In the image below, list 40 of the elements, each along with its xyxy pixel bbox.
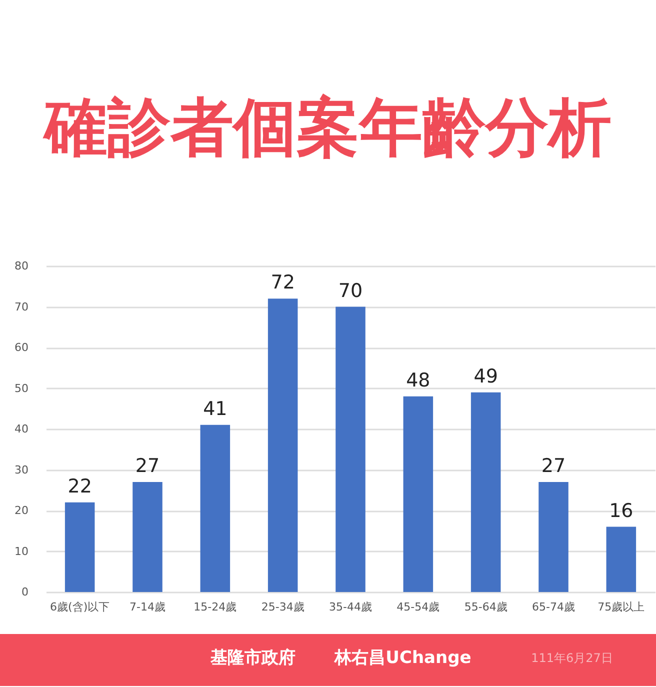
- bar: [336, 306, 366, 592]
- data-label: 72: [270, 272, 295, 294]
- data-label: 41: [203, 398, 228, 420]
- data-label: 27: [135, 454, 160, 477]
- text: 林右昌UChange: [334, 648, 472, 668]
- y-tick-label: 0: [22, 586, 28, 598]
- bar: [538, 482, 568, 592]
- bar: [200, 424, 230, 592]
- text: 基隆市政府: [210, 648, 296, 668]
- text: 111年6月27日: [531, 651, 613, 665]
- y-tick-label: 70: [14, 300, 28, 314]
- y-tick-label: 30: [14, 463, 28, 476]
- y-tick-label: 80: [14, 260, 28, 272]
- data-label: 70: [338, 280, 363, 302]
- data-label: 22: [68, 475, 92, 498]
- x-tick-label: 45-54歲: [396, 600, 440, 614]
- bar: [64, 502, 95, 592]
- y-tick-label: 60: [14, 341, 28, 354]
- chart-title: 確診者個案年齡分析: [42, 91, 612, 164]
- x-tick-label: 6歲(含)以下: [50, 600, 110, 614]
- x-tick-label: 55-64歲: [464, 600, 508, 614]
- data-label: 16: [609, 500, 634, 522]
- data-label: 49: [474, 365, 498, 388]
- y-tick-label: 10: [14, 544, 28, 558]
- y-tick-label: 50: [14, 382, 28, 395]
- bar: [132, 482, 162, 592]
- x-tick-label: 15-24歲: [194, 600, 237, 614]
- y-tick-label: 40: [14, 422, 28, 436]
- y-tick-label: 20: [14, 504, 28, 517]
- bar: [470, 392, 501, 592]
- x-tick-label: 75歲以上: [598, 600, 645, 614]
- bar: [268, 298, 298, 592]
- x-tick-label: 25-34歲: [261, 600, 304, 614]
- x-tick-label: 65-74歲: [532, 600, 575, 614]
- x-tick-label: 7-14歲: [130, 600, 166, 614]
- x-tick-label: 35-44歲: [329, 600, 372, 614]
- bar: [403, 396, 434, 592]
- bar: [606, 526, 636, 592]
- data-label: 48: [406, 369, 430, 392]
- data-label: 27: [541, 454, 566, 477]
